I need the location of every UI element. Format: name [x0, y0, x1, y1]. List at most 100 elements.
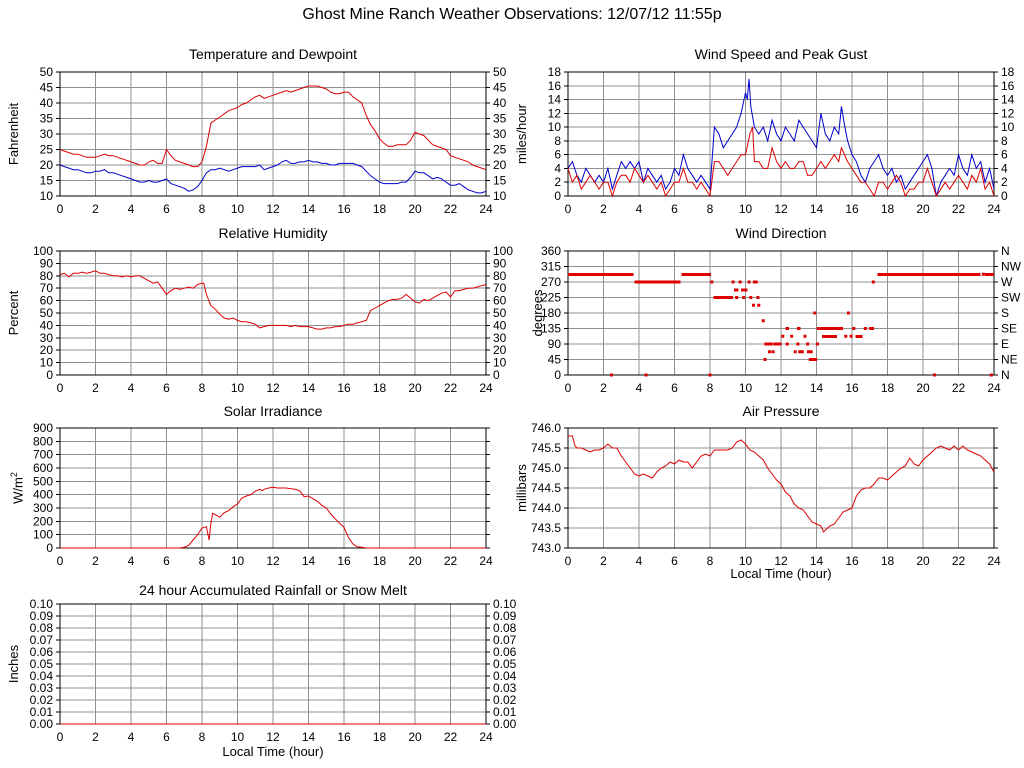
svg-text:0.09: 0.09	[30, 609, 54, 623]
svg-text:2: 2	[92, 554, 99, 568]
svg-text:2: 2	[600, 381, 607, 395]
svg-text:18: 18	[548, 65, 562, 79]
svg-text:16: 16	[337, 381, 351, 395]
svg-text:20: 20	[408, 554, 422, 568]
svg-text:10: 10	[231, 730, 245, 744]
svg-text:12: 12	[266, 554, 280, 568]
svg-text:8: 8	[707, 381, 714, 395]
svg-text:10: 10	[1001, 120, 1015, 134]
svg-text:0.06: 0.06	[30, 645, 54, 659]
svg-text:0.00: 0.00	[493, 717, 517, 731]
svg-text:25: 25	[493, 143, 507, 157]
svg-text:22: 22	[952, 202, 966, 216]
svg-text:10: 10	[231, 381, 245, 395]
y-axis-label-percent: Percent	[6, 290, 21, 336]
page-title: Ghost Mine Ranch Weather Observations: 1…	[302, 6, 722, 23]
svg-text:0.05: 0.05	[30, 657, 54, 671]
svg-text:400: 400	[33, 488, 53, 502]
svg-text:20: 20	[408, 381, 422, 395]
svg-text:300: 300	[33, 501, 53, 515]
svg-text:745.5: 745.5	[531, 441, 561, 455]
svg-text:4: 4	[636, 554, 643, 568]
svg-text:2: 2	[600, 554, 607, 568]
svg-text:30: 30	[40, 331, 54, 345]
y-axis-label-millibars: millibars	[514, 464, 529, 512]
svg-text:SW: SW	[1001, 291, 1021, 305]
svg-text:4: 4	[128, 381, 135, 395]
svg-text:14: 14	[302, 730, 316, 744]
svg-text:0.02: 0.02	[493, 693, 517, 707]
svg-text:18: 18	[373, 202, 387, 216]
svg-text:12: 12	[266, 730, 280, 744]
svg-text:8: 8	[199, 554, 206, 568]
svg-text:6: 6	[163, 730, 170, 744]
svg-text:70: 70	[40, 281, 54, 295]
svg-text:6: 6	[163, 202, 170, 216]
svg-text:0.01: 0.01	[30, 705, 54, 719]
svg-text:10: 10	[40, 189, 54, 203]
svg-text:14: 14	[810, 554, 824, 568]
svg-text:900: 900	[33, 421, 53, 435]
svg-text:8: 8	[1001, 134, 1008, 148]
svg-text:0: 0	[565, 202, 572, 216]
svg-text:16: 16	[1001, 79, 1015, 93]
svg-text:16: 16	[337, 730, 351, 744]
svg-text:16: 16	[845, 202, 859, 216]
svg-text:2: 2	[92, 202, 99, 216]
svg-text:18: 18	[881, 202, 895, 216]
svg-text:18: 18	[373, 381, 387, 395]
svg-text:15: 15	[493, 174, 507, 188]
svg-text:135: 135	[541, 322, 561, 336]
y-axis-label-inches: Inches	[6, 644, 21, 684]
svg-text:N: N	[1001, 368, 1010, 382]
svg-text:100: 100	[493, 244, 513, 258]
svg-text:50: 50	[40, 306, 54, 320]
svg-text:40: 40	[493, 96, 507, 110]
svg-text:4: 4	[636, 381, 643, 395]
svg-text:8: 8	[707, 554, 714, 568]
svg-text:24: 24	[987, 554, 1001, 568]
svg-text:20: 20	[493, 158, 507, 172]
svg-text:20: 20	[493, 343, 507, 357]
svg-text:743.5: 743.5	[531, 521, 561, 535]
svg-text:30: 30	[40, 127, 54, 141]
svg-text:16: 16	[845, 381, 859, 395]
svg-text:10: 10	[548, 120, 562, 134]
svg-text:8: 8	[199, 202, 206, 216]
svg-text:E: E	[1001, 337, 1009, 351]
svg-text:0: 0	[57, 554, 64, 568]
svg-text:14: 14	[810, 202, 824, 216]
svg-text:6: 6	[671, 554, 678, 568]
svg-text:0.08: 0.08	[493, 621, 517, 635]
y-axis-label-watts-per-m2: W/m2	[9, 472, 26, 504]
svg-text:25: 25	[40, 143, 54, 157]
svg-text:20: 20	[408, 202, 422, 216]
svg-text:8: 8	[199, 730, 206, 744]
svg-text:30: 30	[493, 127, 507, 141]
svg-text:15: 15	[40, 174, 54, 188]
svg-text:6: 6	[554, 148, 561, 162]
chart-title-relative-humidity: Relative Humidity	[218, 225, 328, 241]
svg-text:24: 24	[987, 202, 1001, 216]
chart-title-air-pressure: Air Pressure	[742, 403, 820, 419]
svg-text:20: 20	[916, 381, 930, 395]
svg-text:14: 14	[302, 202, 316, 216]
svg-text:600: 600	[33, 461, 53, 475]
svg-text:24: 24	[479, 554, 493, 568]
svg-text:90: 90	[40, 256, 54, 270]
svg-text:20: 20	[408, 730, 422, 744]
svg-text:10: 10	[231, 202, 245, 216]
svg-text:60: 60	[40, 294, 54, 308]
x-axis-label-rainfall: Local Time (hour)	[222, 744, 324, 759]
svg-text:6: 6	[671, 381, 678, 395]
svg-text:0: 0	[46, 368, 53, 382]
svg-text:6: 6	[671, 202, 678, 216]
svg-text:0.08: 0.08	[30, 621, 54, 635]
svg-text:10: 10	[739, 554, 753, 568]
svg-text:20: 20	[916, 554, 930, 568]
y-axis-label-miles-per-hour: miles/hour	[514, 104, 529, 164]
svg-text:0: 0	[554, 368, 561, 382]
